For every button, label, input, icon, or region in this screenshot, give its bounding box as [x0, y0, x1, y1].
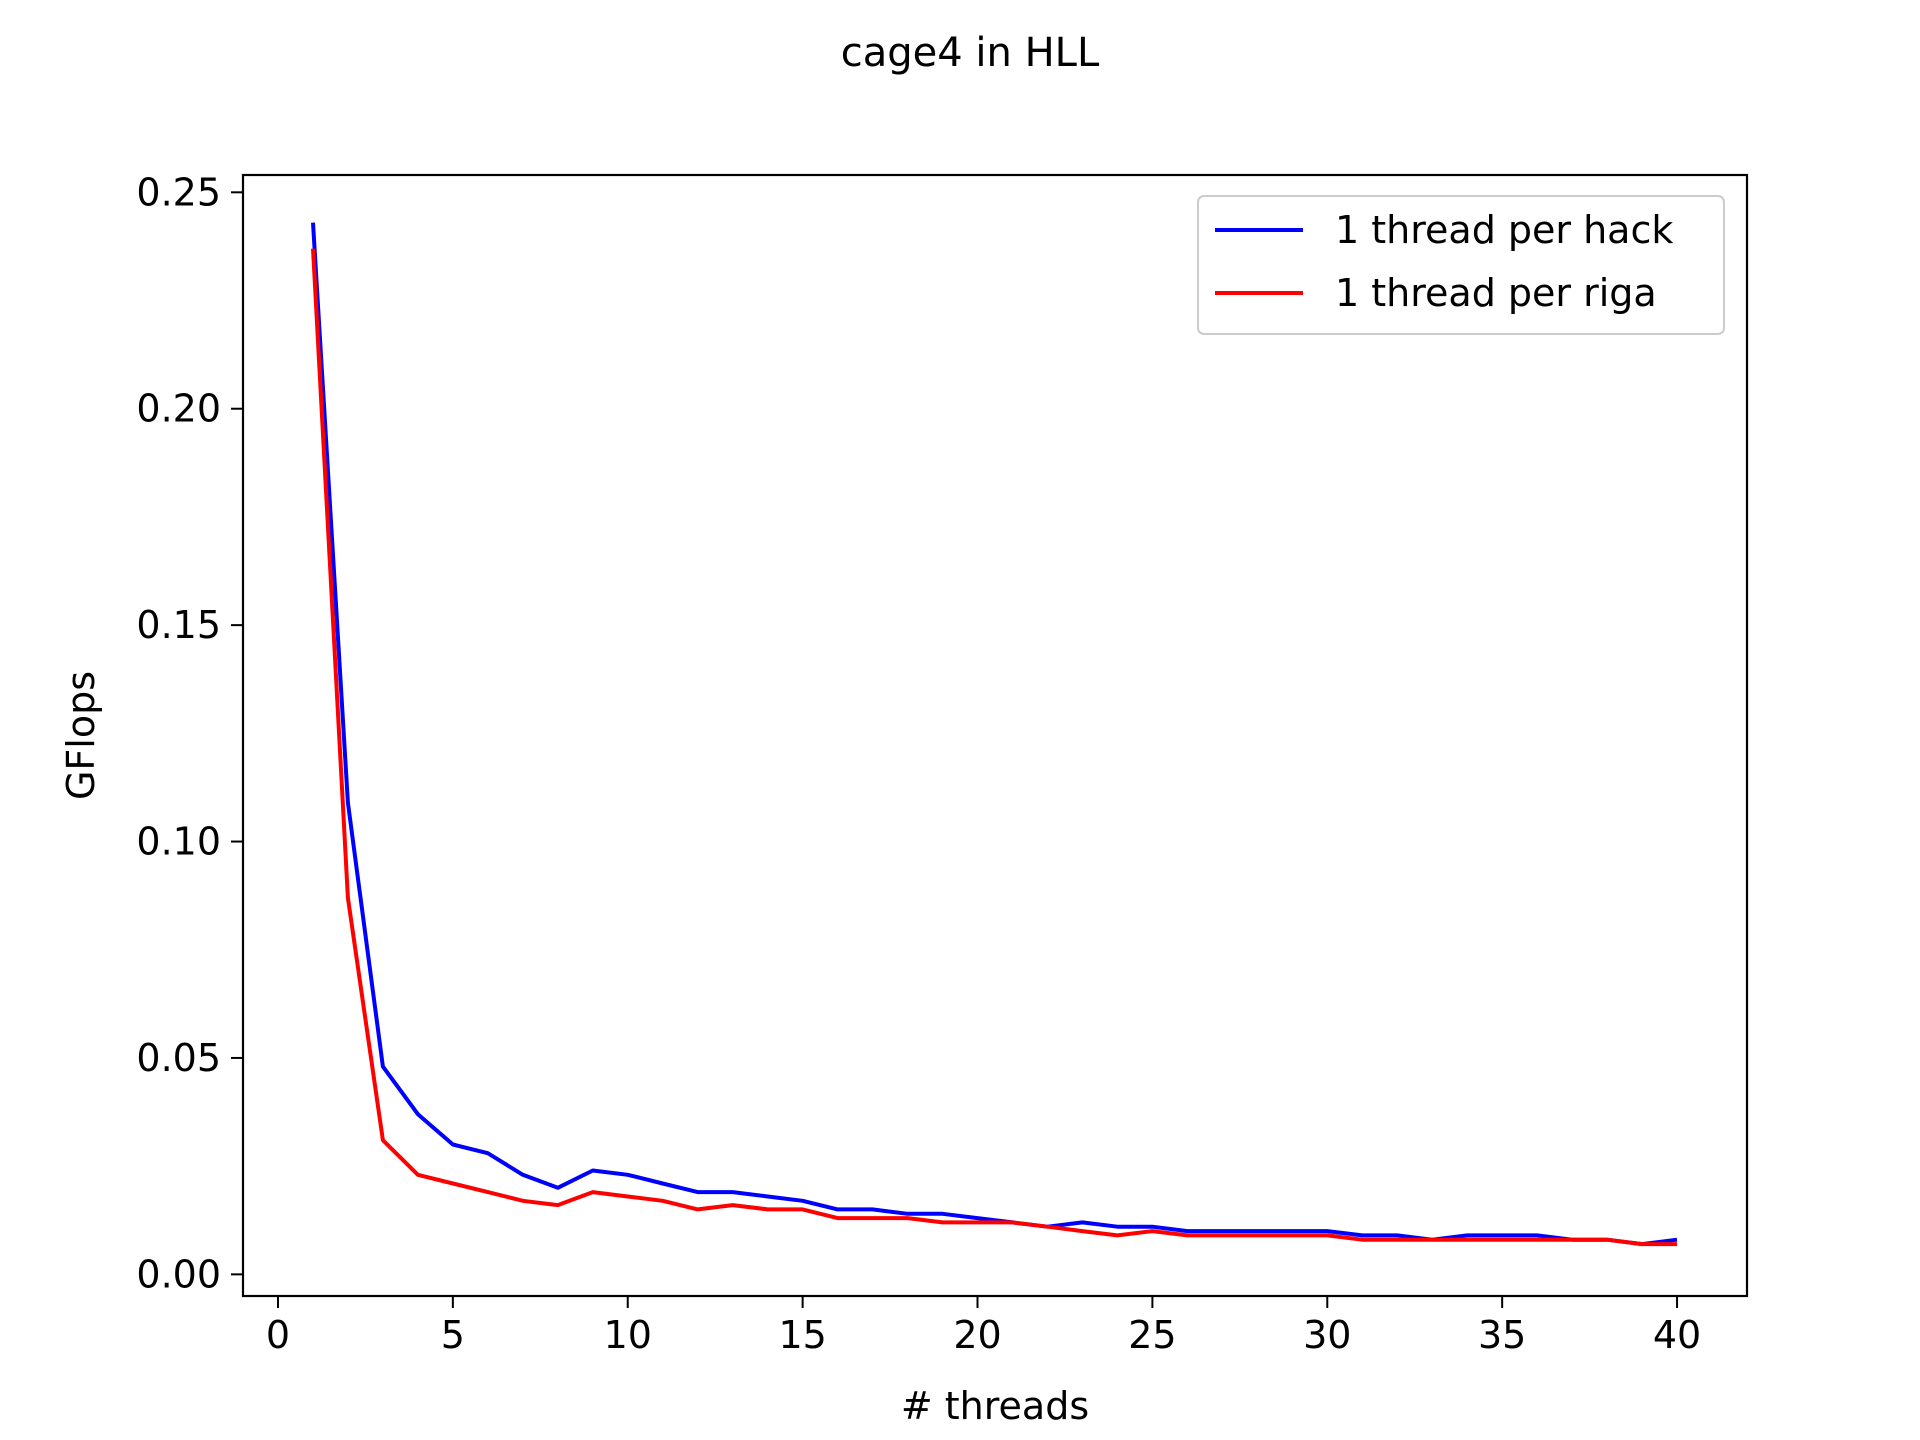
- plot-area: [311, 222, 1678, 1247]
- y-tick-label: 0.10: [136, 820, 221, 864]
- y-axis-label: GFlops: [59, 671, 103, 800]
- legend-label-2: 1 thread per riga: [1335, 271, 1657, 315]
- legend-label-1: 1 thread per hack: [1335, 208, 1673, 252]
- x-tick-label: 40: [1653, 1313, 1701, 1357]
- series-line-2: [311, 248, 1677, 1247]
- x-tick-label: 30: [1303, 1313, 1351, 1357]
- y-axis: 0.00 0.05 0.10 0.15 0.20 0.25: [136, 170, 243, 1296]
- x-tick-label: 25: [1128, 1313, 1176, 1357]
- x-tick-label: 10: [604, 1313, 652, 1357]
- y-tick-label: 0.05: [136, 1036, 221, 1080]
- legend-box: [1197, 195, 1725, 335]
- x-tick-label: 5: [441, 1313, 465, 1357]
- x-axis-label: # threads: [901, 1384, 1089, 1428]
- series-line-1: [311, 222, 1678, 1247]
- y-tick-label: 0.00: [136, 1252, 221, 1296]
- x-tick-label: 20: [953, 1313, 1001, 1357]
- legend: 1 thread per hack 1 thread per riga: [1197, 195, 1725, 335]
- x-axis: 0 5 10 15 20 25 30 35 40: [266, 1296, 1701, 1357]
- y-tick-label: 0.15: [136, 603, 221, 647]
- chart-title: cage4 in HLL: [841, 30, 1100, 76]
- x-tick-label: 15: [778, 1313, 826, 1357]
- x-tick-label: 0: [266, 1313, 290, 1357]
- y-tick-label: 0.20: [136, 387, 221, 431]
- plot-frame: [241, 173, 1749, 1298]
- y-tick-label: 0.25: [136, 170, 221, 214]
- x-tick-label: 35: [1478, 1313, 1526, 1357]
